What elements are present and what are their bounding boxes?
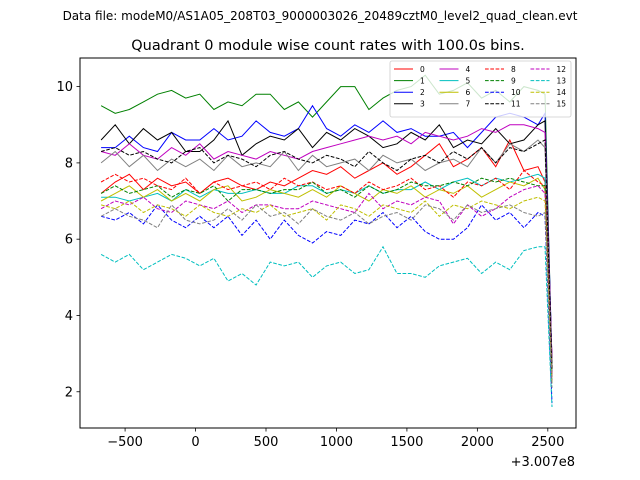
legend-label-5: 5: [466, 76, 471, 85]
series-line-10: [100, 204, 553, 404]
figure-suptitle: Data file: modeM0/AS1A05_208T03_90000030…: [63, 9, 578, 23]
series-line-8: [100, 169, 553, 377]
x-tick-label: 1500: [390, 435, 423, 450]
legend-label-14: 14: [557, 88, 567, 97]
legend-label-2: 2: [420, 88, 425, 97]
x-axis-offset-label: +3.007e8: [511, 455, 575, 470]
y-axis: 2 4 6 8 10: [56, 80, 80, 400]
x-tick-label: 2000: [461, 435, 494, 450]
axes-frame: [79, 57, 577, 429]
legend-label-10: 10: [511, 88, 521, 97]
legend-label-15: 15: [557, 100, 567, 109]
legend-label-8: 8: [511, 65, 516, 74]
series-line-13: [100, 245, 553, 408]
legend-label-12: 12: [557, 65, 567, 74]
series-line-11: [100, 139, 553, 369]
chart-title: Quadrant 0 module wise count rates with …: [131, 38, 525, 54]
x-axis: −500 0 500 1000 1500 2000 2500: [107, 428, 564, 450]
series-line-12: [100, 185, 553, 381]
legend-label-3: 3: [420, 100, 425, 109]
y-tick-label: 8: [65, 156, 73, 171]
legend-label-13: 13: [557, 76, 567, 85]
y-tick-label: 2: [65, 385, 73, 400]
x-tick-label: 500: [254, 435, 279, 450]
x-tick-label: 0: [191, 435, 199, 450]
legend-label-0: 0: [420, 65, 425, 74]
series-line-2: [101, 104, 553, 362]
y-tick-label: 10: [56, 80, 73, 95]
legend-label-7: 7: [466, 100, 471, 109]
series-line-3: [100, 119, 553, 366]
series-line-9: [100, 177, 553, 381]
series-line-6: [100, 177, 553, 369]
x-tick-label: 1000: [320, 435, 353, 450]
y-tick-label: 4: [65, 309, 73, 324]
legend-label-6: 6: [466, 88, 471, 97]
series-line-14: [100, 196, 553, 385]
legend-label-9: 9: [511, 76, 516, 85]
x-tick-label: 2500: [531, 435, 564, 450]
legend-box: [389, 60, 572, 118]
y-tick-label: 6: [65, 233, 73, 248]
legend-label-4: 4: [466, 65, 471, 74]
legend-label-1: 1: [420, 76, 425, 85]
x-tick-label: −500: [107, 435, 143, 450]
series-line-4: [100, 124, 553, 362]
series-layer: [100, 74, 553, 408]
legend-label-11: 11: [511, 100, 521, 109]
